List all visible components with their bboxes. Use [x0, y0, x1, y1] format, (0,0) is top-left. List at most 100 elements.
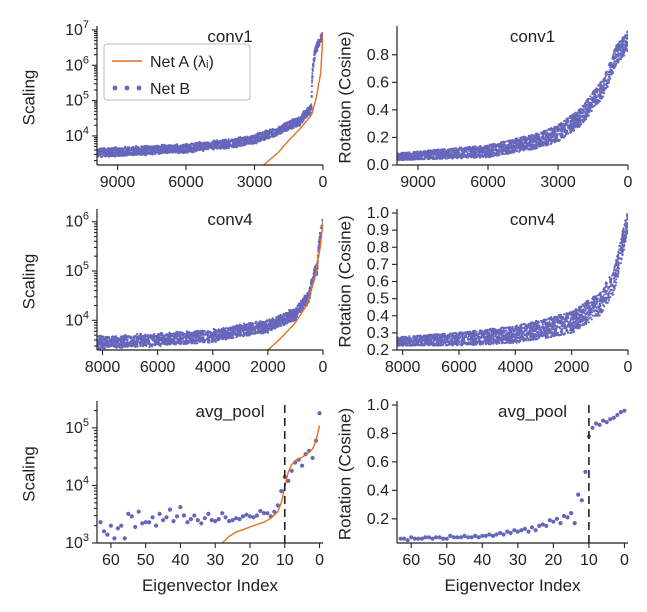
- net-b-point: [221, 144, 224, 147]
- x-tick-label: 9000: [100, 174, 136, 191]
- net-b-point: [475, 152, 478, 155]
- net-b-point: [472, 151, 475, 154]
- net-b-point: [515, 139, 518, 142]
- net-b-point: [591, 106, 594, 109]
- net-b-point: [263, 133, 266, 136]
- net-b-point: [479, 150, 482, 153]
- net-b-point: [585, 118, 588, 121]
- net-b-point: [585, 112, 588, 115]
- net-b-point: [207, 146, 211, 149]
- net-b-point: [245, 137, 248, 140]
- net-b-point: [257, 133, 260, 136]
- net-b-point: [440, 149, 443, 153]
- net-b-point: [311, 72, 314, 75]
- net-b-point: [620, 56, 623, 59]
- net-b-point: [297, 122, 300, 125]
- net-b-point: [545, 129, 548, 132]
- net-b-point: [542, 138, 546, 141]
- net-b-point: [528, 136, 531, 139]
- net-b-point: [97, 153, 100, 156]
- net-b-point: [624, 37, 627, 40]
- net-b-point: [618, 40, 621, 44]
- net-b-point: [129, 149, 132, 152]
- net-b-point: [624, 46, 627, 49]
- net-b-point: [535, 132, 538, 135]
- net-b-point: [567, 119, 570, 122]
- x-tick-label: 3000: [540, 174, 576, 191]
- net-b-point: [216, 146, 219, 149]
- net-b-point: [506, 140, 509, 143]
- net-b-point: [480, 155, 484, 158]
- net-b-point: [469, 156, 472, 159]
- net-b-point: [613, 66, 616, 69]
- net-b-point: [584, 101, 587, 104]
- net-b-point: [584, 107, 587, 110]
- net-b-point: [505, 150, 508, 153]
- net-b-point: [248, 136, 251, 139]
- net-b-point: [556, 134, 559, 137]
- net-b-point: [513, 144, 516, 147]
- y-axis-label: Rotation (Cosine): [335, 31, 354, 163]
- net-b-point: [113, 152, 116, 155]
- net-b-point: [132, 153, 135, 156]
- net-b-point: [523, 135, 526, 138]
- net-b-point: [163, 149, 166, 152]
- net-b-point: [441, 157, 444, 160]
- net-b-point: [569, 124, 572, 127]
- net-b-point: [292, 124, 295, 127]
- net-b-point: [421, 158, 424, 161]
- net-b-point: [165, 149, 168, 152]
- net-b-point: [437, 152, 440, 155]
- net-b-point: [583, 110, 586, 113]
- net-b-point: [187, 146, 190, 149]
- net-b-point: [405, 156, 408, 159]
- net-b-point: [532, 139, 535, 142]
- net-b-point: [251, 134, 254, 137]
- net-b-point: [276, 128, 279, 132]
- net-b-point: [271, 135, 274, 138]
- net-b-point: [124, 152, 127, 155]
- net-b-point: [285, 129, 288, 132]
- net-b-point: [174, 151, 177, 154]
- net-b-point: [556, 125, 559, 128]
- net-b-point: [265, 136, 268, 139]
- net-b-point: [569, 119, 573, 122]
- net-b-point: [439, 152, 443, 155]
- net-b-point: [589, 109, 592, 112]
- net-b-point: [589, 103, 593, 106]
- net-b-point: [280, 126, 283, 129]
- net-b-point: [310, 95, 313, 98]
- net-b-point: [446, 152, 449, 155]
- net-b-point: [292, 126, 295, 129]
- net-b-point: [499, 149, 502, 153]
- y-tick-label: 106: [65, 54, 89, 74]
- net-b-point: [279, 132, 282, 135]
- net-b-point: [569, 115, 572, 118]
- net-b-point: [573, 123, 577, 127]
- net-b-point: [199, 142, 202, 145]
- net-b-point: [487, 156, 490, 159]
- net-b-point: [208, 144, 211, 147]
- net-b-point: [300, 118, 303, 121]
- panel-title: conv1: [207, 27, 252, 46]
- net-b-point: [195, 141, 199, 144]
- net-b-point: [152, 145, 155, 148]
- net-b-point: [458, 148, 461, 151]
- net-b-point: [260, 132, 263, 136]
- net-b-point: [113, 155, 116, 158]
- net-b-point: [231, 145, 235, 148]
- net-b-point: [584, 106, 588, 109]
- net-b-point: [180, 144, 183, 147]
- net-b-point: [212, 148, 215, 151]
- net-b-point: [529, 143, 532, 146]
- net-b-point: [598, 83, 601, 86]
- net-b-point: [563, 128, 566, 131]
- net-b-point: [586, 104, 589, 107]
- net-b-point: [437, 149, 440, 152]
- net-b-point: [158, 148, 162, 151]
- net-b-point: [446, 148, 450, 152]
- net-b-point: [115, 150, 118, 153]
- net-b-point: [109, 149, 112, 152]
- net-b-point: [550, 142, 553, 145]
- net-b-point: [461, 148, 464, 151]
